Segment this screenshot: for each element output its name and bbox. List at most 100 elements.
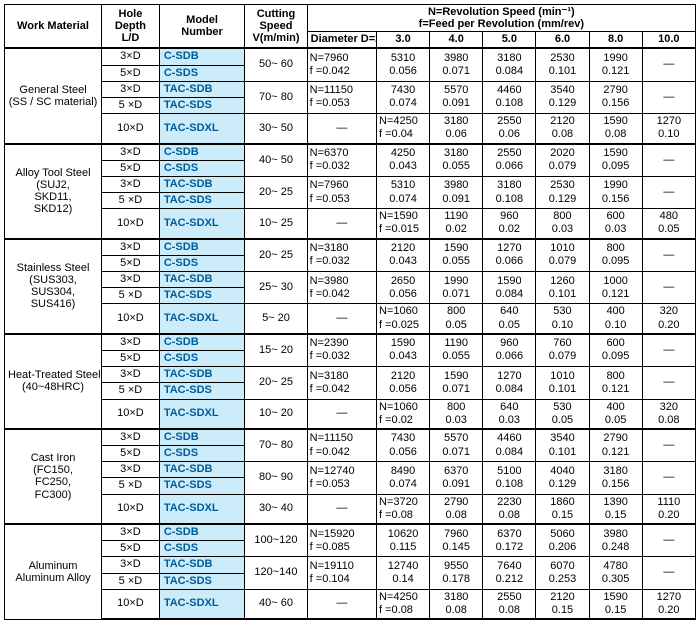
cutting-speed-cell: 20~ 25	[245, 367, 307, 399]
model-cell: C-SDS	[159, 255, 244, 271]
value-cell: 31800.084	[483, 48, 536, 81]
value-cell: 11900.02	[430, 209, 483, 239]
value-cell: —	[642, 239, 695, 272]
value-cell: 26500.056	[376, 272, 429, 304]
value-cell: 31800.108	[483, 176, 536, 208]
depth-cell: 3×D	[102, 557, 160, 573]
value-cell: 12700.20	[642, 589, 695, 619]
depth-cell: 5×D	[102, 160, 160, 176]
value-cell: 63700.091	[430, 462, 483, 494]
value-cell: N=1590f =0.015	[376, 209, 429, 239]
cutting-speed-cell: 120~140	[245, 557, 307, 589]
value-cell: —	[642, 144, 695, 177]
depth-cell: 10×D	[102, 114, 160, 144]
model-cell: TAC-SDXL	[159, 494, 244, 524]
depth-cell: 5×D	[102, 350, 160, 366]
model-cell: C-SDB	[159, 48, 244, 65]
value-cell: 63700.172	[483, 524, 536, 557]
value-cell: 15900.15	[589, 589, 642, 619]
value-cell: 27900.08	[430, 494, 483, 524]
depth-cell: 5×D	[102, 446, 160, 462]
d2-cell: N=7960f =0.042	[307, 48, 376, 81]
value-cell: N=1060f =0.025	[376, 304, 429, 334]
value-cell: 50600.206	[536, 524, 589, 557]
value-cell: 39800.091	[430, 176, 483, 208]
cutting-speed-cell: 5~ 20	[245, 304, 307, 334]
value-cell: 74300.056	[376, 429, 429, 462]
value-cell: N=4250f =0.08	[376, 589, 429, 619]
value-cell: 27900.121	[589, 429, 642, 462]
cutting-speed-cell: 70~ 80	[245, 429, 307, 462]
depth-cell: 5 ×D	[102, 573, 160, 589]
depth-cell: 5 ×D	[102, 97, 160, 113]
value-cell: 127400.14	[376, 557, 429, 589]
depth-cell: 3×D	[102, 48, 160, 65]
d2-cell: —	[307, 114, 376, 144]
d2-cell: N=15920f =0.085	[307, 524, 376, 557]
model-cell: TAC-SDB	[159, 557, 244, 573]
hdr-hole-depth: HoleDepthL/D	[102, 5, 160, 49]
material-cell: Alloy Tool Steel(SUJ2,SKD11,SKD12)	[5, 144, 102, 239]
depth-cell: 3×D	[102, 239, 160, 256]
cutting-speed-cell: 20~ 25	[245, 176, 307, 208]
d2-cell: —	[307, 589, 376, 619]
d2-cell: N=6370f =0.032	[307, 144, 376, 177]
hdr-diameter-d2: Diameter D=2	[307, 32, 376, 49]
hdr-diam-col: 3.0	[376, 32, 429, 49]
value-cell: 35400.129	[536, 81, 589, 113]
material-cell: Heat-Treated Steel(40~48HRC)	[5, 334, 102, 429]
value-cell: 3200.20	[642, 304, 695, 334]
value-cell: 51000.108	[483, 462, 536, 494]
value-cell: —	[642, 524, 695, 557]
depth-cell: 5×D	[102, 65, 160, 81]
value-cell: 5300.05	[536, 399, 589, 429]
model-cell: C-SDS	[159, 160, 244, 176]
model-cell: C-SDS	[159, 541, 244, 557]
depth-cell: 5 ×D	[102, 193, 160, 209]
d2-cell: N=11150f =0.042	[307, 429, 376, 462]
cutting-speed-cell: 70~ 80	[245, 81, 307, 113]
hdr-rev-feed: N=Revolution Speed (min⁻¹)f=Feed per Rev…	[307, 5, 695, 32]
value-cell: 76400.212	[483, 557, 536, 589]
depth-cell: 10×D	[102, 494, 160, 524]
value-cell: 5300.10	[536, 304, 589, 334]
cutting-speed-cell: 40~ 50	[245, 144, 307, 177]
model-cell: TAC-SDXL	[159, 399, 244, 429]
value-cell: 35400.101	[536, 429, 589, 462]
value-cell: —	[642, 176, 695, 208]
model-cell: TAC-SDB	[159, 81, 244, 97]
value-cell: 7600.079	[536, 334, 589, 367]
depth-cell: 5 ×D	[102, 383, 160, 399]
value-cell: 15900.071	[430, 367, 483, 399]
value-cell: 15900.084	[483, 272, 536, 304]
depth-cell: 3×D	[102, 429, 160, 446]
cutting-speed-cell: 50~ 60	[245, 48, 307, 81]
value-cell: 6400.05	[483, 304, 536, 334]
value-cell: 6000.095	[589, 334, 642, 367]
value-cell: N=1060f =0.02	[376, 399, 429, 429]
value-cell: 11100.20	[642, 494, 695, 524]
cutting-speed-cell: 10~ 20	[245, 399, 307, 429]
hdr-diam-col: 5.0	[483, 32, 536, 49]
value-cell: 20200.079	[536, 144, 589, 177]
value-cell: 4000.10	[589, 304, 642, 334]
cutting-speed-cell: 30~ 50	[245, 114, 307, 144]
value-cell: 21200.15	[536, 589, 589, 619]
cutting-speed-cell: 100~120	[245, 524, 307, 557]
d2-cell: —	[307, 399, 376, 429]
model-cell: TAC-SDB	[159, 462, 244, 478]
value-cell: 18600.15	[536, 494, 589, 524]
model-cell: TAC-SDB	[159, 367, 244, 383]
value-cell: 25500.08	[483, 589, 536, 619]
value-cell: —	[642, 367, 695, 399]
value-cell: 31800.06	[430, 114, 483, 144]
depth-cell: 3×D	[102, 144, 160, 161]
model-cell: C-SDB	[159, 144, 244, 161]
depth-cell: 3×D	[102, 462, 160, 478]
value-cell: 4000.05	[589, 399, 642, 429]
depth-cell: 3×D	[102, 81, 160, 97]
hdr-diam-col: 10.0	[642, 32, 695, 49]
depth-cell: 5×D	[102, 255, 160, 271]
depth-cell: 10×D	[102, 399, 160, 429]
value-cell: —	[642, 272, 695, 304]
